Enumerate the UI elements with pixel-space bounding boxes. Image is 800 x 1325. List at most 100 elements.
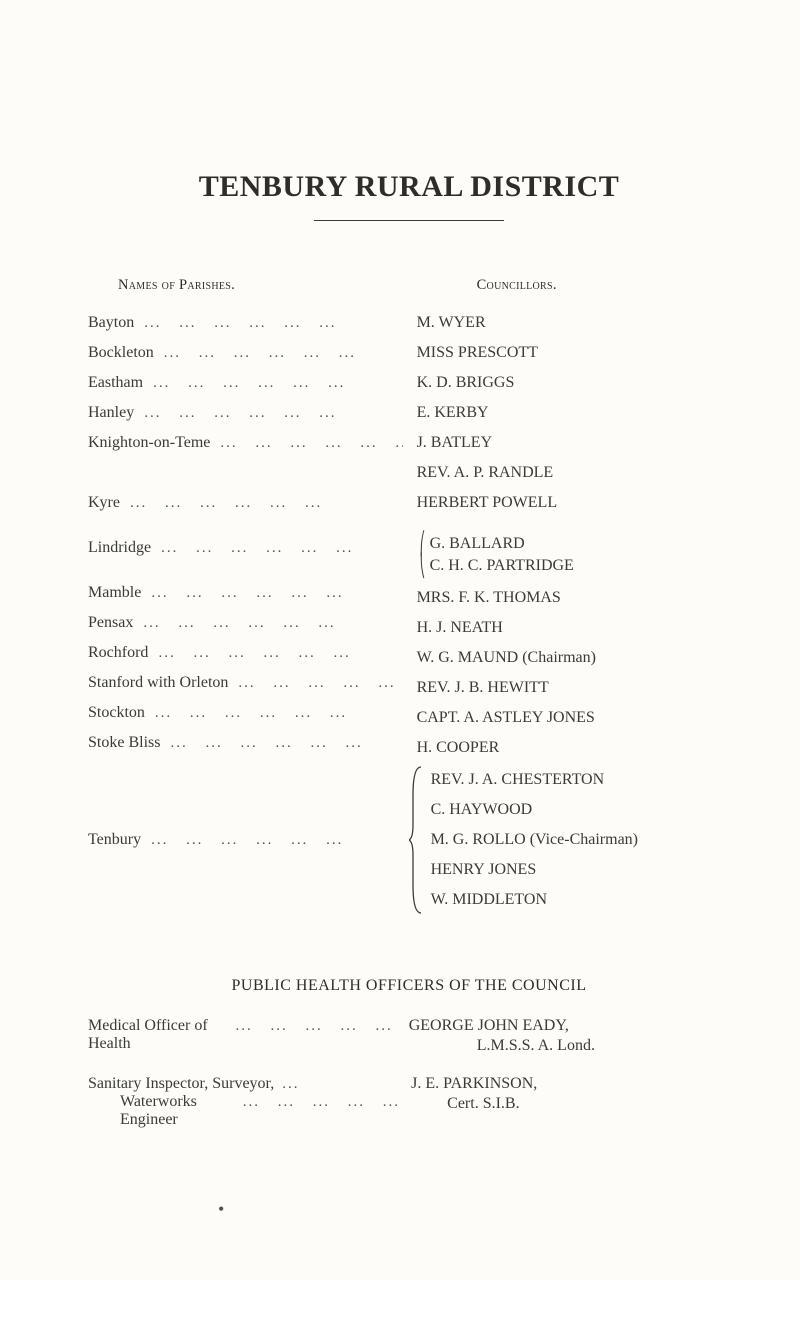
leader-dots [141,586,402,601]
officer-name: J. E. PARKINSON, [411,1075,537,1092]
leader-dots [233,1094,399,1111]
officer-value: GEORGE JOHN EADY, L.M.S.S. A. Lond. [405,1017,730,1055]
parish-row: Pensax [88,608,403,638]
parish-row: Stoke Bliss [88,728,403,758]
parish-name: Mamble [88,585,141,601]
leader-dots [274,1076,306,1093]
councillors-column: Councillors. M. WYER MISS PRESCOTT K. D.… [413,277,730,763]
parish-name: Lindridge [88,540,151,556]
brace-top-icon: ⎛ [419,537,425,551]
parish-row: Stockton [88,698,403,728]
councillor-name: C. HAYWOOD [431,795,730,825]
councillor-name: MRS. F. K. THOMAS [417,590,561,606]
tenbury-right: REV. J. A. CHESTERTON C. HAYWOOD M. G. R… [425,765,730,915]
councillor-row: HERBERT POWELL [417,488,730,518]
leader-dots [154,346,403,361]
parish-row: Hanley [88,398,403,428]
councillors-heading: Councillors. [417,277,730,294]
councillor-row: CAPT. A. ASTLEY JONES [417,703,730,733]
document-title: TENBURY RURAL DISTRICT [88,170,730,204]
councillor-name: REV. J. B. HEWITT [417,680,549,696]
parish-row-lindridge: Lindridge [88,533,403,563]
parish-name: Eastham [88,375,143,391]
officer-row-sanitary: Sanitary Inspector, Surveyor, Waterworks… [88,1075,730,1129]
title-rule-wrap [88,220,730,221]
leader-dots [134,406,402,421]
leader-dots [227,1018,396,1035]
councillor-name: REV. A. P. RANDLE [417,465,554,481]
leader-dots [145,706,403,721]
councillor-row: REV. A. P. RANDLE [417,458,730,488]
officer-label-text: Waterworks Engineer [120,1093,233,1129]
officer-qualification: L.M.S.S. A. Lond. [409,1037,730,1055]
leader-dots [210,436,402,451]
parish-row: Rochford [88,638,403,668]
councillor-name: MISS PRESCOTT [417,345,538,361]
councillor-row: REV. J. B. HEWITT [417,673,730,703]
parish-name: Pensax [88,615,133,631]
footer-mark: • [88,1199,730,1220]
councillor-name: W. MIDDLETON [431,885,730,915]
parish-name: Hanley [88,405,134,421]
leader-dots [141,832,402,849]
parishes-heading: Names of Parishes. [88,277,403,294]
parish-name: Kyre [88,495,120,511]
officer-label: Sanitary Inspector, Surveyor, Waterworks… [88,1075,407,1129]
councillor-name: G. BALLARD [430,536,525,552]
leader-dots [151,541,402,556]
councillor-row: E. KERBY [417,398,730,428]
councillor-name: W. G. MAUND (Chairman) [417,650,596,666]
parish-name: Bockleton [88,345,154,361]
councillor-name: E. KERBY [417,405,489,421]
councillor-name: H. COOPER [417,740,500,756]
parish-row: Kyre [88,488,403,518]
councillor-row: M. WYER [417,308,730,338]
parish-name: Stoke Bliss [88,735,160,751]
councillor-row: MISS PRESCOTT [417,338,730,368]
tenbury-group: Tenbury REV. J. A. CHESTERTON C. HAYWOOD… [88,765,730,915]
councillor-row: MRS. F. K. THOMAS [417,583,730,613]
councillor-name: M. WYER [417,315,486,331]
parish-row: Knighton-on-Teme [88,428,403,458]
councillor-name: K. D. BRIGGS [417,375,515,391]
councillor-row: J. BATLEY [417,428,730,458]
officer-value: J. E. PARKINSON, Cert. S.I.B. [407,1075,730,1113]
councillor-name: J. BATLEY [417,435,493,451]
parish-name: Stanford with Orleton [88,675,228,691]
leader-dots [133,616,402,631]
parish-row: Eastham [88,368,403,398]
parishes-column: Names of Parishes. Bayton Bockleton East… [88,277,413,763]
main-columns: Names of Parishes. Bayton Bockleton East… [88,277,730,763]
parish-name: Tenbury [88,831,141,849]
leader-dots [143,376,402,391]
councillor-name: C. H. C. PARTRIDGE [430,558,574,574]
leader-dots [148,646,402,661]
councillor-name: REV. J. A. CHESTERTON [431,765,730,795]
curly-brace-icon [409,765,425,915]
councillor-name: HERBERT POWELL [417,495,558,511]
councillor-name: CAPT. A. ASTLEY JONES [417,710,595,726]
councillor-name: HENRY JONES [431,855,730,885]
officer-label-text: Sanitary Inspector, Surveyor, [88,1075,274,1093]
councillor-row [417,518,730,533]
officers-heading: PUBLIC HEALTH OFFICERS OF THE COUNCIL [88,977,730,995]
officer-row-medical: Medical Officer of Health GEORGE JOHN EA… [88,1017,730,1055]
title-rule [314,220,504,221]
parish-row-lindridge-bot [88,563,403,578]
parish-row: Mamble [88,578,403,608]
councillor-row-lindridge: ⎝ C. H. C. PARTRIDGE [417,555,730,577]
parish-name: Rochford [88,645,148,661]
parish-row: Bayton [88,308,403,338]
leader-dots [228,676,402,691]
tenbury-left: Tenbury [88,765,409,915]
parish-row-lindridge-top [88,518,403,533]
councillor-row: H. COOPER [417,733,730,763]
councillor-name: M. G. ROLLO (Vice-Chairman) [431,825,730,855]
councillor-row: K. D. BRIGGS [417,368,730,398]
councillor-row: H. J. NEATH [417,613,730,643]
parish-row-blank [88,458,403,488]
parish-name: Bayton [88,315,134,331]
councillor-row-lindridge: ⎛ G. BALLARD [417,533,730,555]
leader-dots [120,496,403,511]
brace-bot-icon: ⎝ [419,559,425,573]
